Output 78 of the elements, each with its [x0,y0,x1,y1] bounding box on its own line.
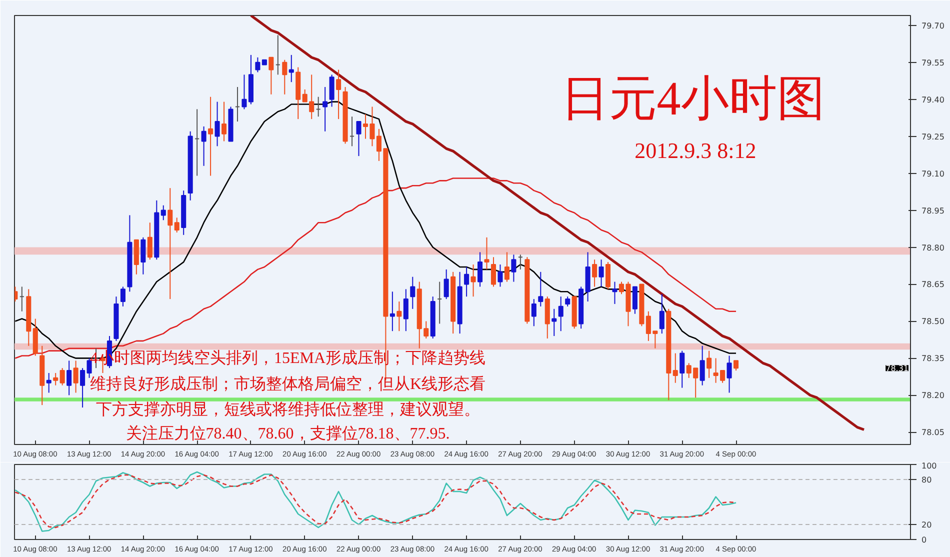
y-tick-label: 78.35 [922,354,944,364]
candlestick [86,358,92,378]
y-tick-label: 78.50 [922,317,944,326]
candlestick [208,96,214,176]
candlestick [329,74,334,108]
y-tick-label: 20 [922,520,932,530]
candlestick [336,69,342,120]
candlestick [484,236,490,270]
candlestick [680,350,685,388]
candlestick [168,188,173,300]
candlestick [726,355,732,394]
candlestick [403,288,408,332]
y-tick-label: 78.95 [922,206,944,216]
candlestick [60,368,65,386]
candlestick [268,56,274,95]
candlestick [511,254,516,282]
candlestick [46,372,52,394]
y-tick-label: 78.05 [922,428,944,438]
candlestick [73,360,78,394]
candlestick [531,298,536,327]
annotation: 维持良好形成压制；市场整体格局偏空，但从K线形态看 [90,374,486,393]
candlestick [565,296,570,307]
candlestick [490,256,496,288]
candlestick [53,372,58,386]
candlestick [598,259,604,288]
y-tick-label: 79.40 [922,95,944,104]
annotation: 下方支撑亦明显，短线或将维持低位整理，建议观望。 [96,400,480,419]
y-tick-label: 79.25 [922,132,944,142]
candlestick [470,264,476,298]
y-tick-label: 79.55 [922,58,944,68]
candlestick [255,56,260,73]
y-tick-label: 0 [922,536,927,544]
candlestick [396,301,402,332]
candlestick [498,264,503,288]
candlestick [120,286,126,307]
candlestick [282,59,288,95]
candlestick [605,262,611,290]
y-tick-label: 78.80 [922,243,944,252]
candlestick [410,276,416,310]
candlestick [444,268,449,300]
candlestick [477,252,483,288]
annotation: 关注压力位78.40、78.60，支撑位78.18、77.95. [126,424,450,442]
candlestick [80,368,86,408]
annotation: 78.31 [886,364,909,374]
candlestick [592,259,598,288]
candlestick [140,236,146,275]
text: 2012.9.3 8:12 [634,138,756,164]
candlestick [160,204,166,221]
candlestick [214,101,220,147]
candlestick [242,74,247,110]
candlestick [706,350,712,378]
candlestick [464,266,470,298]
candlestick [659,294,664,334]
candlestick [504,252,510,282]
candlestick [390,291,395,332]
candlestick [356,121,362,157]
y-tick-label: 79.10 [922,169,944,178]
candlestick [733,360,739,372]
candlestick [672,352,678,384]
candlestick [552,308,557,337]
candlestick [66,360,72,396]
candlestick [700,345,705,386]
candlestick [288,54,294,83]
y-tick-label: 79.70 [922,21,944,30]
candlestick [538,271,544,307]
candlestick [632,286,638,314]
candlestick [174,217,180,233]
candlestick [322,86,328,132]
candlestick [147,222,152,260]
candlestick [201,126,206,166]
candlestick [558,296,564,332]
y-tick-label: 100 [922,462,937,470]
y-tick-label: 78.65 [922,280,944,290]
y-tick-label: 78.20 [922,391,944,400]
text: 日元4小时图 [560,72,825,126]
y-tick-label: 80 [922,476,932,484]
candlestick [221,101,227,142]
candlestick [612,281,618,304]
